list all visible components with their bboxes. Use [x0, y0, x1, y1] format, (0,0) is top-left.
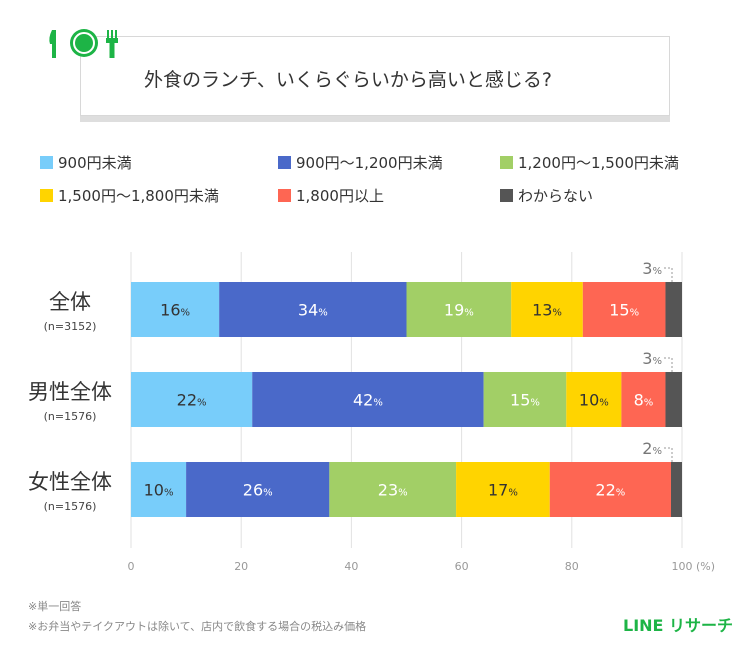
legend-label: 1,200円～1,500円未満 [518, 154, 679, 172]
callout-line [664, 267, 673, 282]
data-label: 15% [609, 301, 639, 320]
data-label: 16% [160, 301, 190, 320]
legend-swatch [40, 189, 53, 202]
legend-item: 900円未満 [40, 152, 132, 173]
sample-size-label: (n=3152) [43, 320, 97, 333]
callout-line [664, 357, 673, 372]
x-tick-label: 80 [565, 560, 579, 573]
title-box [80, 36, 670, 116]
legend-swatch [500, 189, 513, 202]
category-label: 男性全体 [28, 380, 112, 404]
bar-segment [483, 372, 567, 427]
bar-segment [219, 282, 407, 337]
legend-swatch [500, 156, 513, 169]
data-label: 10% [579, 391, 609, 410]
note-single-answer: ※単一回答 [28, 600, 82, 613]
bar-segment [456, 462, 550, 517]
row-label: 全体 (n=3152) [10, 286, 130, 333]
x-unit-label: (%) [696, 560, 715, 573]
data-label: 3% [642, 259, 662, 278]
data-label: 34% [298, 301, 328, 320]
data-label: 19% [444, 301, 474, 320]
legend-label: 900円～1,200円未満 [296, 154, 443, 172]
data-label: 13% [532, 301, 562, 320]
callout-line [664, 447, 673, 462]
bar-segment [665, 282, 682, 337]
bar-segment [131, 372, 253, 427]
bar-segment [621, 372, 666, 427]
data-label: 3% [642, 349, 662, 368]
legend-item: 900円～1,200円未満 [278, 152, 443, 173]
sample-size-label: (n=1576) [43, 410, 97, 423]
bar-segment [549, 462, 671, 517]
data-label: 15% [510, 391, 540, 410]
plot-area: 0 20 40 60 80 100 (%) 16% 34% 19% 13% 15% 3% 22% 42% 15… [128, 252, 715, 573]
legend-swatch [278, 156, 291, 169]
category-label: 全体 [49, 290, 91, 314]
row-label: 男性全体 (n=1576) [10, 376, 130, 423]
legend-item: 1,200円～1,500円未満 [500, 152, 679, 173]
legend-label: 1,500円～1,800円未満 [58, 187, 219, 205]
legend-label: 1,800円以上 [296, 187, 384, 205]
data-label: 8% [634, 391, 654, 410]
data-label: 22% [177, 391, 207, 410]
category-label: 女性全体 [28, 470, 112, 494]
data-label: 23% [378, 481, 408, 500]
legend-item: わからない [500, 185, 593, 206]
bar-segment [131, 282, 220, 337]
line-research-logo: LINE リサーチ [623, 616, 734, 635]
data-label: 2% [642, 439, 662, 458]
lunch-plate-icon [49, 29, 118, 58]
legend-swatch [278, 189, 291, 202]
bar-segment [582, 282, 666, 337]
data-label: 17% [488, 481, 518, 500]
data-label: 42% [353, 391, 383, 410]
note-price-condition: ※お弁当やテイクアウトは除いて、店内で飲食する場合の税込み価格 [28, 620, 367, 633]
bar-segment [665, 372, 682, 427]
data-label: 22% [595, 481, 625, 500]
legend-label: 900円未満 [58, 154, 132, 172]
bar-segment [252, 372, 484, 427]
row-label: 女性全体 (n=1576) [10, 466, 130, 513]
legend-item: 1,500円～1,800円未満 [40, 185, 219, 206]
x-tick-label: 20 [234, 560, 248, 573]
bar-segment [670, 462, 682, 517]
data-label: 26% [243, 481, 273, 500]
sample-size-label: (n=1576) [43, 500, 97, 513]
bar-segment [329, 462, 457, 517]
legend-item: 1,800円以上 [278, 185, 384, 206]
x-tick-label: 40 [344, 560, 358, 573]
bar-segment [511, 282, 583, 337]
x-tick-label: 0 [128, 560, 135, 573]
bar-segment [131, 462, 187, 517]
legend-label: わからない [518, 187, 594, 205]
chart-title: 外食のランチ、いくらぐらいから高いと感じる? [144, 69, 552, 91]
bar-segment [186, 462, 330, 517]
bar-segment [566, 372, 622, 427]
bar-segment [406, 282, 512, 337]
x-tick-label: 100 [672, 560, 693, 573]
legend-swatch [40, 156, 53, 169]
data-label: 10% [144, 481, 174, 500]
x-tick-label: 60 [455, 560, 469, 573]
